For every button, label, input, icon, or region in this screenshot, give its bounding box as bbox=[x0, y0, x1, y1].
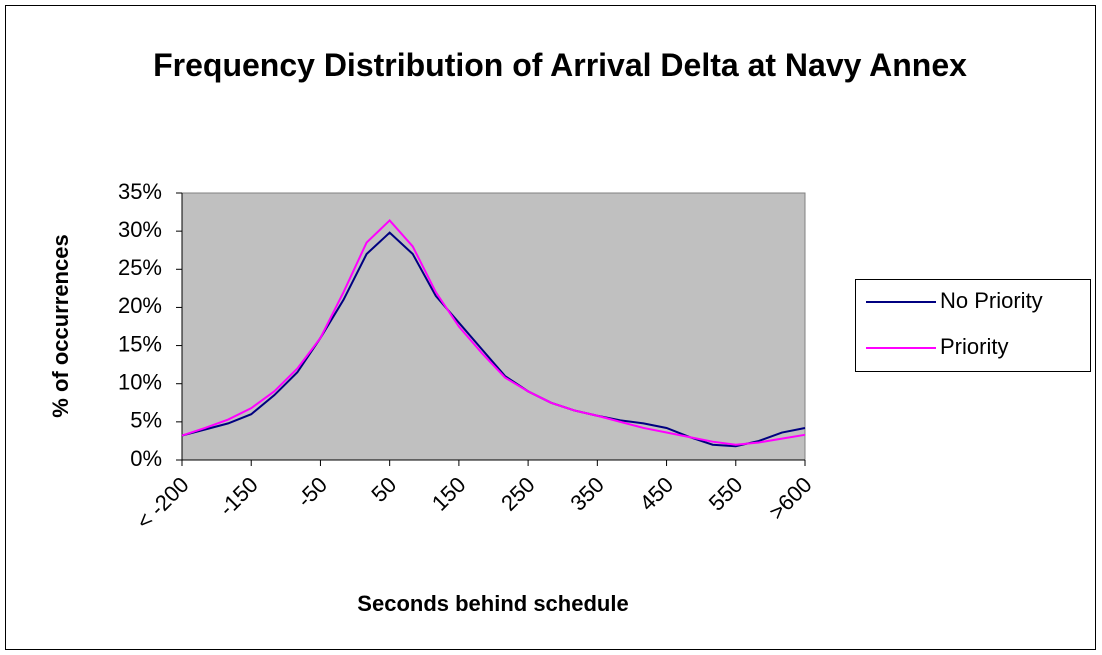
y-axis-label: % of occurrences bbox=[48, 234, 73, 417]
y-tick-label: 5% bbox=[130, 408, 162, 433]
chart-title: Frequency Distribution of Arrival Delta … bbox=[153, 47, 967, 83]
plot-area bbox=[181, 192, 806, 461]
x-tick-label: -50 bbox=[292, 472, 332, 512]
x-tick-label: < -200 bbox=[131, 472, 193, 534]
series-line bbox=[181, 219, 806, 446]
x-tick-label: >600 bbox=[764, 472, 817, 525]
x-axis-label: Seconds behind schedule bbox=[357, 591, 628, 616]
x-tick-label: 250 bbox=[496, 472, 540, 516]
x-tick-label: 350 bbox=[565, 472, 609, 516]
y-tick-label: 0% bbox=[130, 446, 162, 471]
y-tick-label: 15% bbox=[118, 331, 162, 356]
x-tick-label: 450 bbox=[635, 472, 679, 516]
y-tick-label: 10% bbox=[118, 370, 162, 395]
y-tick-label: 25% bbox=[118, 255, 162, 280]
x-tick-label: 550 bbox=[704, 472, 748, 516]
y-tick-label: 20% bbox=[118, 293, 162, 318]
y-tick-label: 30% bbox=[118, 217, 162, 242]
x-tick-label: -150 bbox=[214, 472, 263, 521]
x-tick-label: 50 bbox=[366, 472, 401, 507]
legend-box bbox=[855, 279, 1091, 372]
legend-label: Priority bbox=[940, 334, 1008, 359]
chart-border bbox=[5, 5, 1096, 650]
series-line bbox=[181, 231, 806, 448]
x-tick-label: 150 bbox=[427, 472, 471, 516]
legend-label: No Priority bbox=[940, 288, 1043, 313]
y-tick-label: 35% bbox=[118, 179, 162, 204]
